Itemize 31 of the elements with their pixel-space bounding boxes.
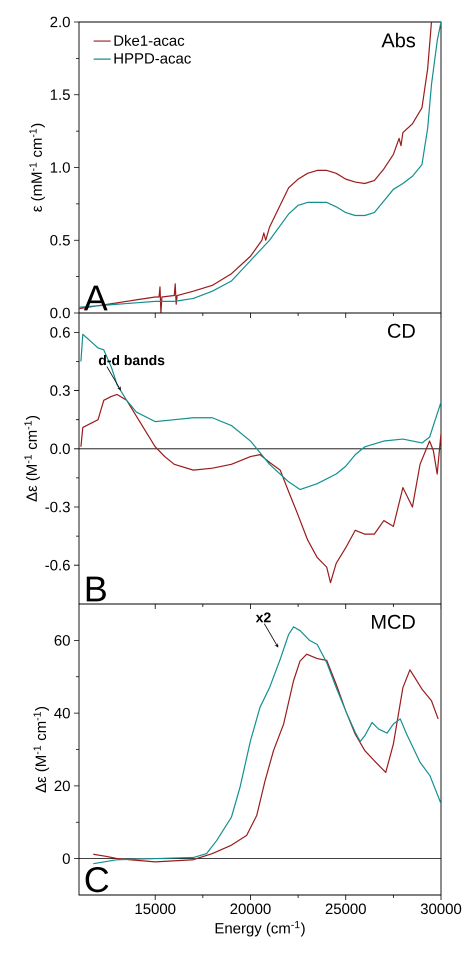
chart-title: Abs — [381, 32, 416, 48]
y-tick-label: -0.6 — [45, 560, 70, 570]
legend-label: Dke1-acac — [114, 34, 184, 46]
y-tick-label: 0.0 — [50, 308, 70, 318]
y-tick-label: 0.3 — [50, 385, 70, 396]
y-axis-title: Δε (M$^{-1}$ cm$^{-1}$) — [24, 416, 40, 502]
y-tick-label: 1.0 — [50, 162, 70, 173]
y-tick-label: 0.0 — [50, 443, 70, 454]
chart-title: MCD — [372, 614, 415, 629]
y-tick-label: 0 — [62, 853, 70, 864]
annotation: A — [84, 286, 108, 310]
x-tick-label: 15000 — [136, 904, 176, 914]
legend-label: HPPD-acac — [114, 53, 191, 64]
annotation: C — [86, 866, 108, 892]
y-tick-label: 20 — [54, 780, 70, 792]
chart-title: CD — [388, 324, 415, 338]
y-axis-title: ε (mM$^{-1}$ cm$^{-1}$) — [29, 124, 45, 212]
y-tick-label: -0.3 — [45, 502, 70, 512]
annotation: B — [86, 576, 106, 602]
annotation: x2 — [256, 612, 271, 622]
y-tick-label: 2.0 — [50, 16, 70, 28]
y-tick-label: 0.5 — [50, 234, 70, 246]
y-axis-title: Δε (M$^{-1}$ cm$^{-1}$) — [34, 706, 50, 792]
y-tick-label: 0.6 — [50, 327, 70, 338]
x-axis-title: Energy (cm$^{-1}$) — [216, 920, 305, 936]
y-tick-label: 1.5 — [50, 90, 70, 100]
y-tick-label: 40 — [54, 708, 70, 718]
x-tick-label: 25000 — [326, 904, 366, 914]
y-tick-label: 60 — [54, 635, 70, 646]
x-tick-label: 30000 — [420, 904, 462, 914]
x-tick-label: 20000 — [230, 904, 271, 914]
